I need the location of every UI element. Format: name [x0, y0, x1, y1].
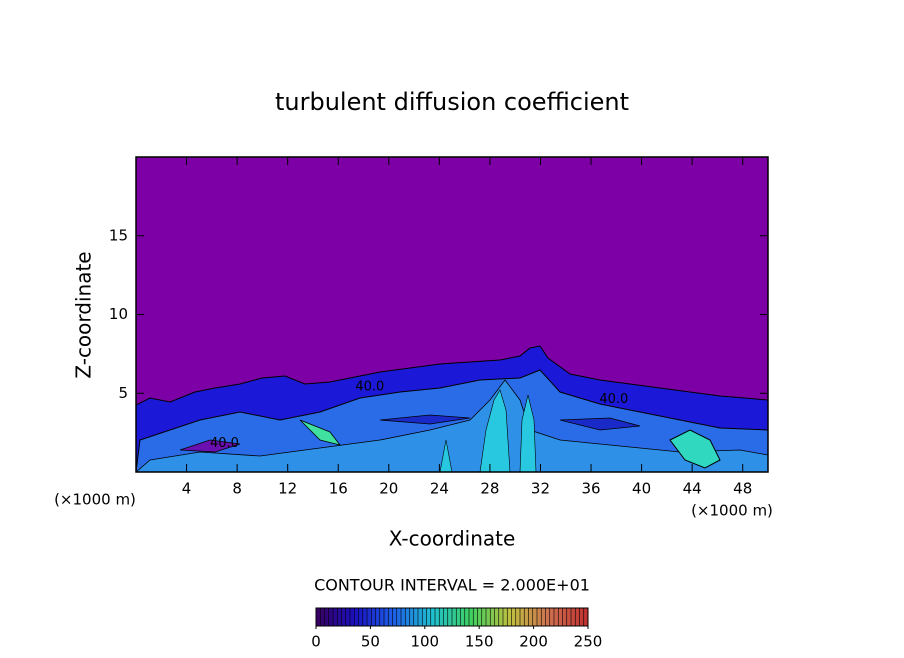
x-tick-label: 20 — [379, 480, 398, 498]
x-unit: (×1000 m) — [691, 502, 773, 520]
x-tick-label: 40 — [632, 480, 651, 498]
colorbar-tick-label: 50 — [361, 633, 380, 651]
x-tick-label: 4 — [182, 480, 192, 498]
colorbar-tick-label: 0 — [311, 633, 321, 651]
contour-label: 40.0 — [355, 379, 384, 394]
colorbar: 0 50 100 150 200 250 — [311, 607, 603, 651]
y-axis-label: Z-coordinate — [72, 251, 96, 378]
turbulent-region — [136, 345, 768, 472]
x-tick-label: 36 — [581, 480, 600, 498]
y-tick-label: 5 — [118, 384, 128, 402]
y-unit: (×1000 m) — [54, 491, 136, 509]
x-tick-label: 28 — [480, 480, 499, 498]
contour-label: 40.0 — [210, 436, 239, 451]
colorbar-tick-label: 150 — [465, 633, 494, 651]
colorbar-tick-label: 100 — [410, 633, 439, 651]
contour-labels: 40.0 40.0 40.0 — [210, 379, 628, 451]
colorbar-tick-label: 250 — [574, 633, 603, 651]
chart-title: turbulent diffusion coefficient — [275, 88, 629, 116]
contour-label: 40.0 — [599, 392, 628, 407]
x-tick-label: 12 — [278, 480, 297, 498]
y-tick-label: 10 — [109, 305, 128, 323]
x-tick-label: 24 — [430, 480, 449, 498]
x-tick-label: 16 — [329, 480, 348, 498]
x-tick-label: 48 — [733, 480, 752, 498]
contour-interval: CONTOUR INTERVAL = 2.000E+01 — [314, 576, 590, 595]
x-tick-label: 44 — [683, 480, 702, 498]
x-axis-label: X-coordinate — [389, 527, 516, 551]
x-tick-label: 8 — [232, 480, 242, 498]
colorbar-tick-label: 200 — [519, 633, 548, 651]
y-tick-label: 15 — [109, 226, 128, 244]
x-tick-label: 32 — [531, 480, 550, 498]
